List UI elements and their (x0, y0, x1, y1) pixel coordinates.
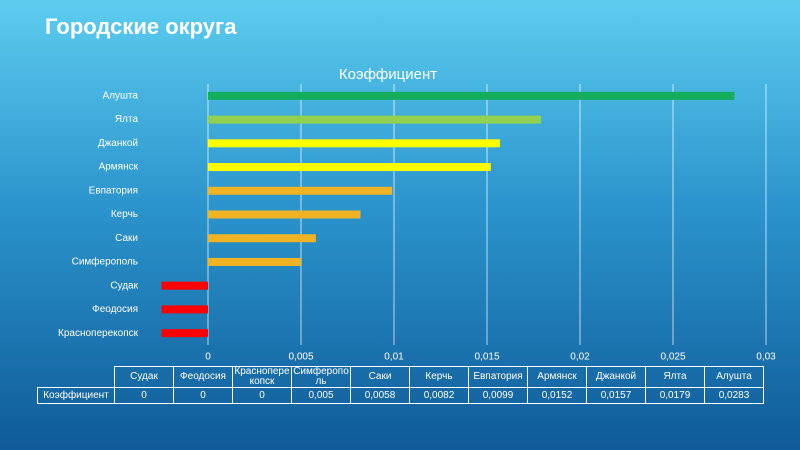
column-header: Саки (350, 366, 410, 388)
bar (208, 139, 501, 148)
table-cell: 0 (232, 387, 292, 404)
row-label: Коэффициент (37, 387, 115, 404)
y-tick-label: Судак (110, 280, 138, 291)
y-tick-label: Евпатория (89, 185, 138, 196)
value-row: Коэффициент 0 0 0 0,005 0,0058 0,0082 0,0099 0,0… (37, 387, 764, 404)
table-cell: 0,0179 (645, 387, 705, 404)
y-tick-label: Ялта (115, 114, 139, 125)
y-tick-label: Алушта (102, 91, 138, 102)
column-header: Джанкой (586, 366, 646, 388)
header-row: Судак Феодосия Красноперекопск Симферополь С… (38, 366, 764, 388)
x-tick-label: 0,015 (474, 352, 499, 363)
x-tick-label: 0,01 (384, 352, 404, 363)
table-cell: 0 (114, 387, 174, 404)
y-tick-label: Симферополь (72, 256, 138, 268)
bar (208, 163, 491, 172)
data-table: Судак Феодосия Красноперекопск Симферополь С… (37, 366, 764, 404)
column-header: Керчь (409, 366, 469, 388)
table-cell: 0 (173, 387, 233, 404)
y-tick-label: Красноперекопск (58, 328, 139, 339)
x-tick-label: 0,02 (570, 352, 590, 363)
table-cell: 0,0152 (527, 387, 587, 404)
column-header: Евпатория (468, 366, 528, 388)
column-header: Алушта (704, 366, 764, 388)
bar (161, 305, 208, 314)
column-header: Красноперекопск (232, 366, 292, 388)
x-tick-label: 0,03 (756, 352, 776, 363)
x-tick-label: 0,025 (660, 352, 685, 363)
bar (208, 234, 316, 243)
y-tick-label: Саки (115, 233, 138, 244)
table-cell: 0,005 (291, 387, 351, 404)
column-header: Симферополь (291, 366, 351, 388)
x-tick-label: 0,005 (288, 352, 313, 363)
y-tick-label: Джанкой (98, 138, 138, 149)
bar (208, 91, 735, 100)
table-cell: 0,0283 (704, 387, 764, 404)
y-tick-label: Армянск (99, 162, 139, 173)
bar (208, 115, 541, 124)
table-cell: 0,0099 (468, 387, 528, 404)
x-tick-label: 0 (205, 352, 211, 363)
bar (208, 186, 393, 195)
y-tick-label: Керчь (111, 209, 138, 220)
y-tick-label: Феодосия (92, 304, 138, 315)
column-header: Судак (114, 366, 174, 388)
table-cell: 0,0157 (586, 387, 646, 404)
column-header: Ялта (645, 366, 705, 388)
bar (208, 257, 301, 266)
chart-title: Коэффициент (339, 66, 437, 83)
bar (208, 210, 361, 219)
table-cell: 0,0082 (409, 387, 469, 404)
bar (161, 329, 208, 338)
slide-title: Городские округа (45, 14, 237, 39)
bar (161, 281, 208, 290)
corner (38, 367, 115, 388)
table-cell: 0,0058 (350, 387, 410, 404)
column-header: Армянск (527, 366, 587, 388)
column-header: Феодосия (173, 366, 233, 388)
